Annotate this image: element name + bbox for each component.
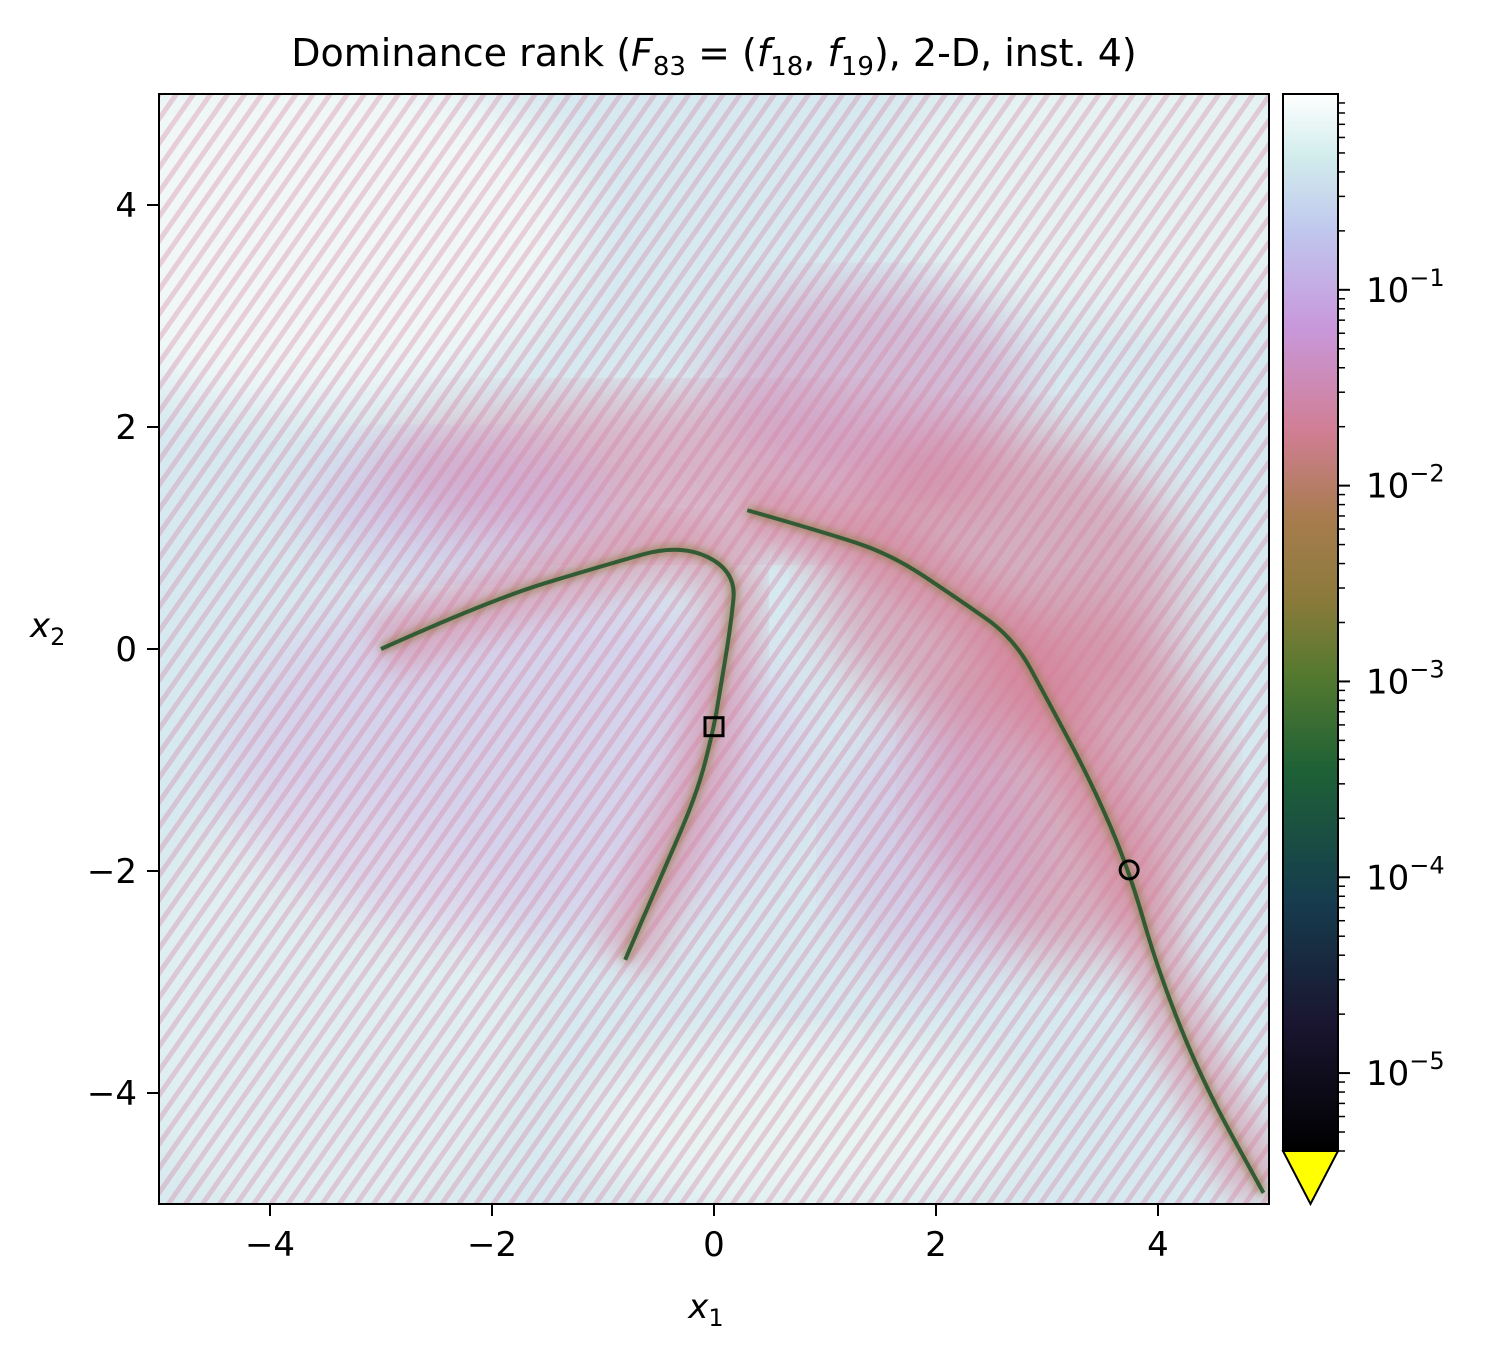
circle-marker [1118, 859, 1140, 881]
x-tick-label: 0 [703, 1225, 725, 1265]
colorbar-tick-label: 10−4 [1366, 851, 1445, 898]
heatmap [159, 94, 1269, 1204]
markers [703, 716, 1140, 881]
center-front-curve [380, 547, 736, 961]
x-axis-label: x1 [687, 1287, 723, 1332]
y-tick-label: 0 [115, 630, 137, 670]
x-tick-label: 2 [925, 1225, 947, 1265]
colorbar-tick-label: 10−2 [1366, 460, 1445, 507]
colorbar-tick-label: 10−5 [1366, 1047, 1445, 1094]
x-axis-ticks: −4 −2 0 2 4 [245, 1204, 1169, 1265]
colorbar-ticks: 10−5 10−4 10−3 10−2 10−1 [1338, 102, 1445, 1152]
x-tick-label: −4 [245, 1225, 295, 1265]
colorbar-tick-label: 10−3 [1366, 655, 1445, 702]
y-axis-ticks: −4 −2 0 2 4 [87, 186, 159, 1114]
colorbar-tick-label: 10−1 [1366, 264, 1445, 311]
y-tick-label: 2 [115, 408, 137, 448]
front-curves [368, 481, 1269, 1204]
colorbar: 10−5 10−4 10−3 10−2 10−1 [1281, 93, 1445, 1207]
y-axis-label: x2 [29, 606, 65, 651]
x-tick-label: −2 [467, 1225, 517, 1265]
chart-title: Dominance rank (F83 = (f18, f19), 2-D, i… [291, 31, 1137, 82]
x-tick-label: 4 [1147, 1225, 1169, 1265]
colorbar-under-extension [1281, 1150, 1340, 1207]
y-tick-label: 4 [115, 186, 137, 226]
colorbar-gradient [1283, 94, 1338, 1151]
y-tick-label: −2 [87, 852, 137, 892]
square-marker [703, 716, 725, 738]
right-front-curve [746, 508, 1266, 1194]
y-tick-label: −4 [87, 1074, 137, 1114]
